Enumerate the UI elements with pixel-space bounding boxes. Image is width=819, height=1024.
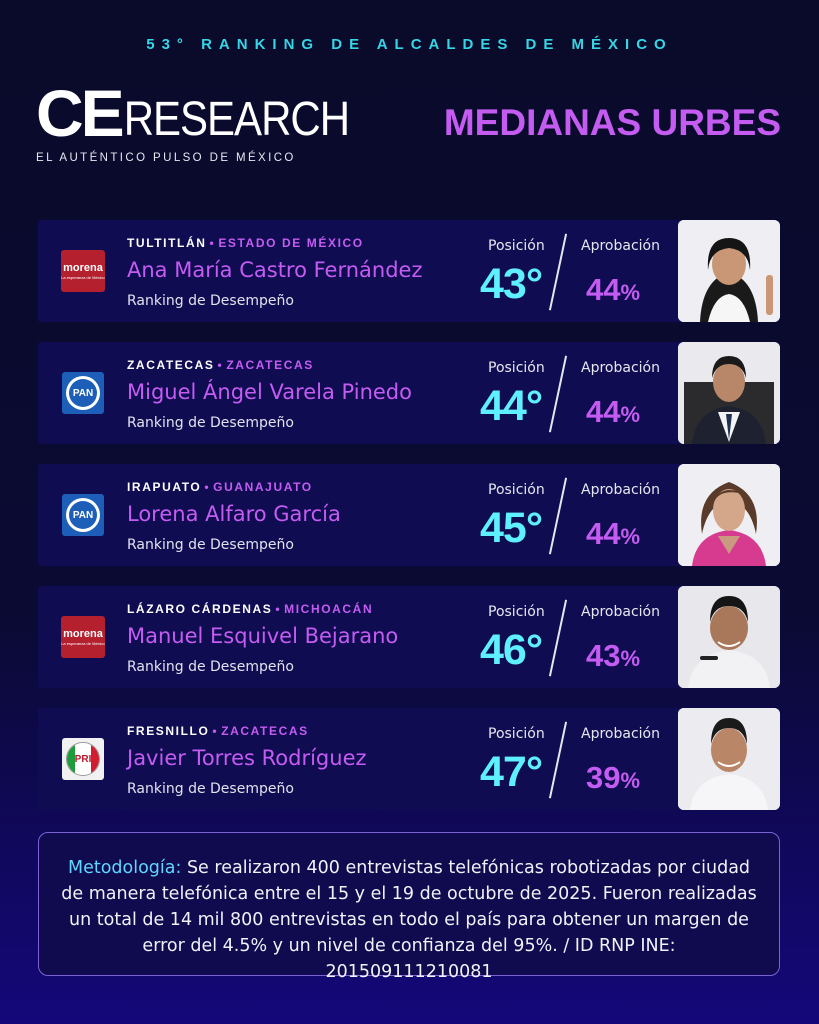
position-value: 44°	[480, 382, 543, 430]
approval-label: Aprobación	[581, 482, 660, 498]
position-value: 45°	[480, 504, 543, 552]
mayor-photo	[678, 708, 780, 810]
divider	[548, 233, 568, 311]
logo-tagline: EL AUTÉNTICO PULSO DE MÉXICO	[36, 152, 296, 164]
approval-value: 43%	[586, 638, 641, 673]
methodology-text: Se realizaron 400 entrevistas telefónica…	[61, 858, 757, 982]
pan-logo: PAN	[61, 371, 105, 415]
approval-label: Aprobación	[581, 726, 660, 742]
methodology-label: Metodología:	[67, 858, 182, 878]
category-title: MEDIANAS URBES	[443, 102, 781, 143]
position-label: Posición	[488, 238, 545, 254]
mayor-photo	[678, 464, 780, 566]
morena-logo: morena La esperanza de México	[61, 615, 105, 659]
mayor-name: Ana María Castro Fernández	[127, 258, 423, 282]
mayor-name: Miguel Ángel Varela Pinedo	[127, 380, 412, 404]
mayor-name: Lorena Alfaro García	[127, 502, 341, 526]
approval-value: 44%	[586, 272, 641, 307]
approval-label: Aprobación	[581, 604, 660, 620]
divider	[548, 721, 568, 799]
ranking-label: Ranking de Desempeño	[127, 415, 294, 431]
location: IRAPUATO • GUANAJUATO	[127, 480, 313, 494]
position-label: Posición	[488, 360, 545, 376]
mayor-card: morena La esperanza de México TULTITLÁN • E…	[38, 220, 780, 322]
approval-label: Aprobación	[581, 238, 660, 254]
location: FRESNILLO • ZACATECAS	[127, 724, 309, 738]
mayor-photo	[678, 342, 780, 444]
location: TULTITLÁN • ESTADO DE MÉXICO	[127, 236, 364, 250]
divider	[548, 355, 568, 433]
approval-value: 39%	[586, 760, 641, 795]
ranking-label: Ranking de Desempeño	[127, 781, 294, 797]
location: LÁZARO CÁRDENAS • MICHOACÁN	[127, 602, 374, 616]
methodology-box: Metodología: Se realizaron 400 entrevist…	[38, 832, 780, 982]
ranking-label: Ranking de Desempeño	[127, 537, 294, 553]
logo-research-text: RESEARCH	[123, 91, 350, 146]
mayor-card: PAN ZACATECAS • ZACATECAS Miguel Ángel Var…	[38, 342, 780, 444]
location: ZACATECAS • ZACATECAS	[127, 358, 314, 372]
morena-logo: morena La esperanza de México	[61, 249, 105, 293]
ce-research-logo: CE RESEARCH EL AUTÉNTICO PULSO DE MÉXICO	[36, 76, 350, 164]
pri-logo: PRI	[61, 737, 105, 781]
approval-value: 44%	[586, 394, 641, 429]
mayor-photo	[678, 586, 780, 688]
edition-title: 53° RANKING DE ALCALDES DE MÉXICO	[146, 36, 673, 53]
divider	[548, 477, 568, 555]
mayor-card: PRI FRESNILLO • ZACATECAS Javier Torres Ro…	[38, 708, 780, 810]
mayor-photo	[678, 220, 780, 322]
position-value: 46°	[480, 626, 543, 674]
position-label: Posición	[488, 604, 545, 620]
pan-logo: PAN	[61, 493, 105, 537]
mayor-card: morena La esperanza de México LÁZARO CÁRD…	[38, 586, 780, 688]
mayor-name: Manuel Esquivel Bejarano	[127, 624, 399, 648]
approval-label: Aprobación	[581, 360, 660, 376]
position-value: 47°	[480, 748, 543, 796]
position-label: Posición	[488, 482, 545, 498]
position-value: 43°	[480, 260, 543, 308]
approval-value: 44%	[586, 516, 641, 551]
mayor-card: PAN IRAPUATO • GUANAJUATO Lorena Alfaro Ga…	[38, 464, 780, 566]
mayor-name: Javier Torres Rodríguez	[127, 746, 367, 770]
position-label: Posición	[488, 726, 545, 742]
divider	[548, 599, 568, 677]
logo-ce-text: CE	[36, 76, 125, 150]
ranking-label: Ranking de Desempeño	[127, 293, 294, 309]
ranking-label: Ranking de Desempeño	[127, 659, 294, 675]
